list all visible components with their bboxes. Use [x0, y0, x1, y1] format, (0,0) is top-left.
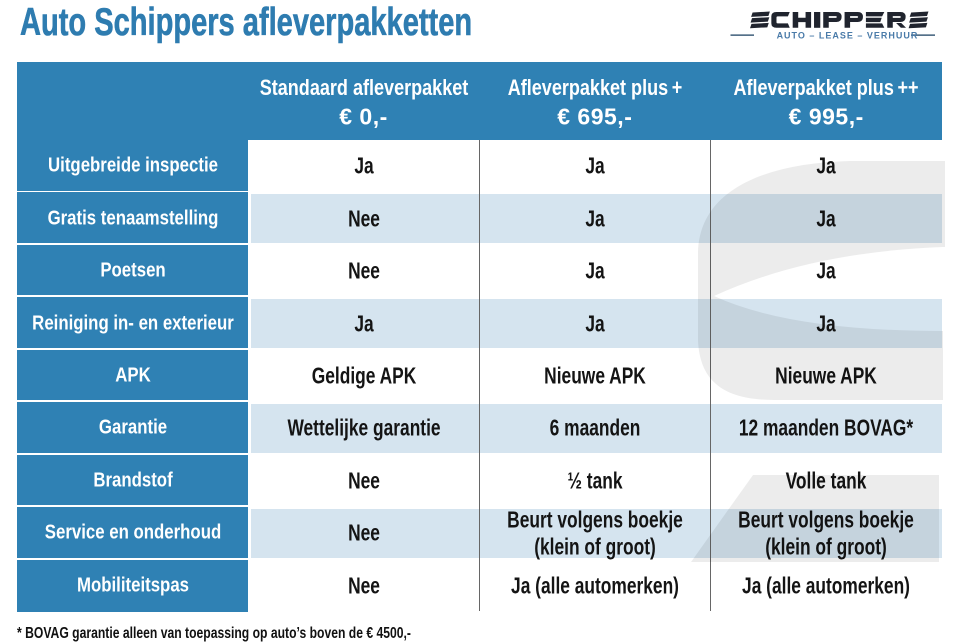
- svg-text:AUTO – LEASE – VERHUUR: AUTO – LEASE – VERHUUR: [777, 30, 919, 40]
